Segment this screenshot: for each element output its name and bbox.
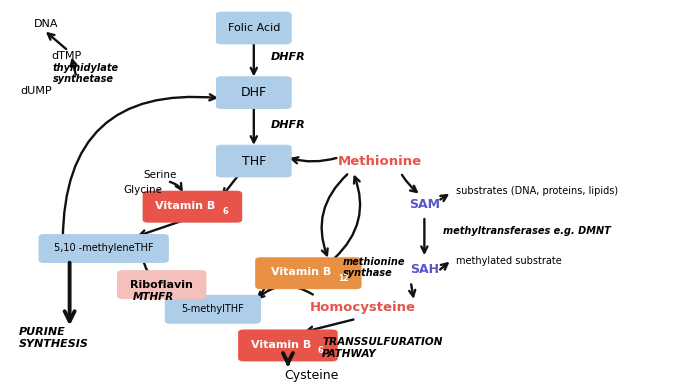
FancyArrowPatch shape: [48, 33, 66, 49]
Text: Folic Acid: Folic Acid: [227, 23, 280, 33]
FancyArrowPatch shape: [292, 157, 336, 163]
Text: DNA: DNA: [34, 19, 58, 29]
FancyBboxPatch shape: [117, 270, 206, 299]
Text: Homocysteine: Homocysteine: [310, 301, 416, 314]
Text: methyltransferases e.g. DMNT: methyltransferases e.g. DMNT: [443, 226, 611, 236]
FancyArrowPatch shape: [307, 320, 353, 333]
Text: SAM: SAM: [409, 198, 440, 211]
FancyArrowPatch shape: [334, 177, 360, 258]
Text: 12: 12: [338, 274, 349, 283]
FancyBboxPatch shape: [256, 257, 362, 289]
FancyArrowPatch shape: [321, 174, 347, 255]
FancyArrowPatch shape: [251, 109, 257, 142]
FancyArrowPatch shape: [142, 257, 181, 304]
FancyArrowPatch shape: [421, 219, 427, 253]
Text: Methionine: Methionine: [338, 154, 422, 167]
Text: PURINE
SYNTHESIS: PURINE SYNTHESIS: [18, 327, 88, 349]
Text: MTHFR: MTHFR: [132, 292, 173, 302]
FancyArrowPatch shape: [170, 182, 182, 190]
Text: methylated substrate: methylated substrate: [456, 256, 562, 266]
Text: SAH: SAH: [410, 263, 439, 276]
FancyArrowPatch shape: [158, 191, 175, 198]
FancyBboxPatch shape: [216, 145, 292, 177]
Text: TRANSSULFURATION
PATHWAY: TRANSSULFURATION PATHWAY: [322, 337, 443, 359]
Text: Serine: Serine: [143, 170, 176, 180]
FancyArrowPatch shape: [63, 94, 216, 240]
Text: THF: THF: [242, 154, 266, 167]
FancyArrowPatch shape: [71, 60, 77, 75]
Text: Riboflavin: Riboflavin: [130, 280, 193, 290]
Text: substrates (DNA, proteins, lipids): substrates (DNA, proteins, lipids): [456, 186, 618, 196]
FancyArrowPatch shape: [440, 263, 447, 270]
Text: thymidylate
synthetase: thymidylate synthetase: [53, 63, 119, 84]
FancyBboxPatch shape: [38, 234, 169, 263]
Text: DHFR: DHFR: [271, 52, 306, 62]
FancyArrowPatch shape: [258, 286, 313, 298]
Text: dTMP: dTMP: [51, 51, 82, 61]
FancyArrowPatch shape: [409, 284, 415, 296]
Text: Cysteine: Cysteine: [284, 369, 339, 382]
FancyBboxPatch shape: [165, 295, 261, 324]
Text: Vitamin B: Vitamin B: [271, 268, 332, 278]
FancyArrowPatch shape: [402, 175, 416, 192]
FancyArrowPatch shape: [140, 221, 183, 236]
Text: 5-methylTHF: 5-methylTHF: [182, 304, 245, 314]
FancyArrowPatch shape: [251, 44, 257, 74]
FancyBboxPatch shape: [238, 330, 338, 362]
FancyArrowPatch shape: [223, 171, 242, 195]
Text: DHFR: DHFR: [271, 120, 306, 130]
Text: Glycine: Glycine: [124, 185, 163, 195]
Text: 5,10 -methyleneTHF: 5,10 -methyleneTHF: [54, 243, 153, 253]
Text: methionine
synthase: methionine synthase: [342, 257, 405, 278]
Text: Vitamin B: Vitamin B: [155, 201, 216, 211]
FancyArrowPatch shape: [440, 195, 447, 201]
Text: DHF: DHF: [240, 86, 267, 99]
FancyBboxPatch shape: [142, 191, 242, 223]
Text: Vitamin B: Vitamin B: [251, 340, 311, 350]
FancyBboxPatch shape: [216, 76, 292, 109]
FancyArrowPatch shape: [256, 282, 269, 305]
FancyBboxPatch shape: [216, 12, 292, 44]
Text: 6: 6: [222, 207, 228, 216]
Text: 6: 6: [318, 345, 323, 355]
Text: dUMP: dUMP: [21, 86, 52, 96]
